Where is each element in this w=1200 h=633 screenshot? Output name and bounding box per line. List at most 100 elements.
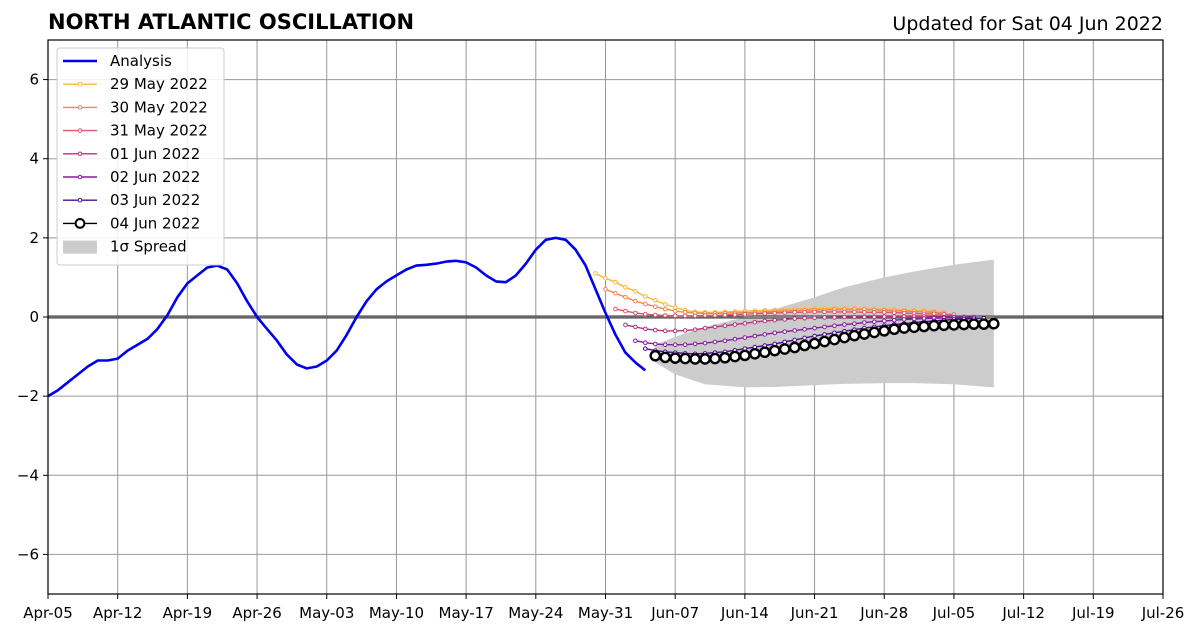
forecast-point <box>788 341 801 354</box>
forecast-point <box>888 323 901 336</box>
forecast-point <box>739 349 751 362</box>
forecast-point <box>682 342 688 348</box>
forecast-point <box>871 314 877 320</box>
legend-label: 29 May 2022 <box>110 75 208 93</box>
forecast-point <box>643 294 648 299</box>
forecast-point <box>633 288 638 294</box>
x-tick-label: Jun-14 <box>720 604 769 622</box>
legend-marker <box>77 197 83 203</box>
forecast-point <box>652 341 658 347</box>
forecast-point <box>652 298 658 303</box>
forecast-point <box>672 328 678 334</box>
forecast-point <box>832 315 837 320</box>
forecast-point <box>679 352 691 365</box>
forecast-point <box>729 350 741 363</box>
forecast-point <box>901 317 907 322</box>
forecast-point <box>669 352 681 364</box>
forecast-point <box>818 335 831 348</box>
forecast-point <box>742 335 748 340</box>
forecast-point <box>792 337 797 343</box>
forecast-point <box>881 314 887 319</box>
forecast-point <box>652 312 658 318</box>
forecast-point <box>682 313 688 319</box>
forecast-point <box>838 331 851 344</box>
legend-marker <box>77 151 83 157</box>
legend-marker <box>77 105 83 110</box>
plot-area: Apr-05 Apr-12 Apr-19 Apr-26 May-03 May-10 May-… <box>17 39 1185 622</box>
y-tick-label: 0 <box>29 308 39 326</box>
forecast-point <box>603 287 608 292</box>
forecast-point <box>881 318 887 324</box>
forecast-point <box>782 339 787 345</box>
forecast-point <box>662 342 668 348</box>
forecast-point <box>643 326 648 332</box>
x-tick-label: Apr-19 <box>163 604 213 622</box>
forecast-point <box>672 305 678 310</box>
forecast-point <box>672 313 678 319</box>
forecast-point <box>868 326 881 339</box>
forecast-point <box>702 340 708 346</box>
forecast-point <box>593 271 598 276</box>
forecast-point <box>782 317 787 322</box>
forecast-point <box>719 351 731 364</box>
forecast-point <box>689 353 701 365</box>
forecast-point <box>702 313 708 318</box>
x-tick-label: Apr-26 <box>232 604 282 622</box>
forecast-point <box>772 330 778 336</box>
x-tick-label: May-31 <box>578 604 633 622</box>
forecast-point <box>898 322 910 334</box>
forecast-point <box>633 338 638 344</box>
forecast-point <box>802 309 807 315</box>
forecast-point <box>692 327 698 332</box>
forecast-point <box>633 310 638 316</box>
chart-subtitle: Updated for Sat 04 Jun 2022 <box>892 13 1163 35</box>
forecast-point <box>712 324 718 330</box>
forecast-point <box>792 316 797 321</box>
x-tick-label: Jul-12 <box>1001 604 1045 622</box>
forecast-point <box>662 302 668 307</box>
forecast-point <box>802 335 807 341</box>
forecast-point <box>938 319 950 332</box>
forecast-point <box>802 326 807 332</box>
x-tick-label: Jul-05 <box>932 604 976 622</box>
forecast-point <box>712 339 718 345</box>
forecast-point <box>911 316 917 322</box>
forecast-point <box>659 351 672 364</box>
x-tick-label: May-17 <box>439 604 494 622</box>
forecast-point <box>928 319 940 332</box>
x-tick-label: May-24 <box>508 604 563 622</box>
forecast-point <box>978 318 990 330</box>
forecast-point <box>792 328 797 333</box>
x-tick-label: Apr-12 <box>93 604 143 622</box>
legend-label: 30 May 2022 <box>110 98 208 116</box>
forecast-point <box>842 314 847 320</box>
forecast-point <box>891 314 897 319</box>
forecast-point <box>858 328 871 340</box>
legend: Analysis 29 May 2022 30 May 2022 31 May 202… <box>56 47 225 266</box>
forecast-point <box>758 346 771 359</box>
forecast-point <box>709 352 721 365</box>
forecast-point <box>862 320 867 325</box>
forecast-point <box>822 315 827 320</box>
forecast-point <box>712 313 718 318</box>
x-tick-label: Jul-19 <box>1071 604 1115 622</box>
forecast-point <box>662 313 668 318</box>
y-tick-label: 4 <box>29 150 39 168</box>
forecast-point <box>862 309 867 315</box>
forecast-point <box>891 317 897 323</box>
forecast-point <box>682 309 688 315</box>
forecast-point <box>623 322 628 328</box>
forecast-point <box>742 311 748 317</box>
forecast-point <box>832 323 837 329</box>
forecast-point <box>948 319 960 331</box>
forecast-point <box>852 309 857 315</box>
forecast-point <box>613 279 618 285</box>
forecast-point <box>643 346 648 351</box>
forecast-point <box>613 306 618 312</box>
forecast-point <box>692 313 698 319</box>
chart-title: NORTH ATLANTIC OSCILLATION <box>48 10 414 34</box>
x-tick-label: Jul-26 <box>1141 604 1185 622</box>
forecast-point <box>623 285 628 290</box>
forecast-point <box>812 315 817 321</box>
